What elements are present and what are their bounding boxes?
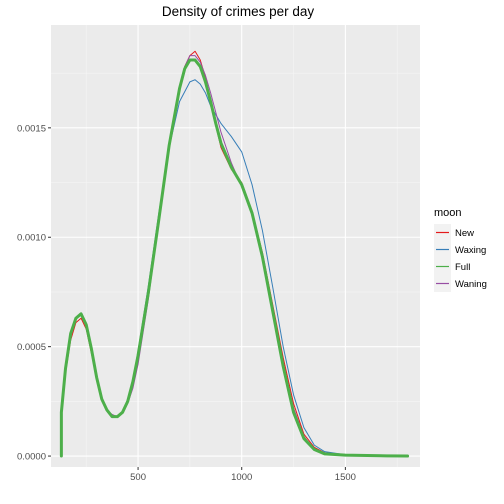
- y-tick-label: 0.0000: [17, 452, 46, 463]
- plot-panel: [51, 25, 420, 467]
- legend: moon New Waxing Full Waning: [434, 207, 487, 292]
- y-axis: 0.0000 0.0005 0.0010 0.0015: [17, 123, 51, 463]
- x-tick-label: 1000: [231, 472, 252, 483]
- legend-label-waxing: Waxing: [455, 245, 486, 256]
- legend-key-full: [434, 258, 451, 275]
- series-line-full: [59, 58, 410, 458]
- x-tick-label: 1500: [335, 472, 356, 483]
- legend-key-waxing: [434, 241, 451, 258]
- legend-label-waning: Waning: [455, 279, 487, 290]
- grid-minor-lines: [51, 25, 420, 467]
- legend-label-new: New: [455, 228, 474, 239]
- y-tick-label: 0.0015: [17, 123, 46, 134]
- legend-key-waning: [434, 275, 451, 292]
- y-tick-label: 0.0010: [17, 233, 46, 244]
- x-tick-label: 500: [130, 472, 146, 483]
- y-tick-label: 0.0005: [17, 342, 46, 353]
- legend-key-new: [434, 224, 451, 241]
- legend-title: moon: [434, 207, 462, 219]
- x-axis: 500 1000 1500: [130, 467, 356, 483]
- legend-label-full: Full: [455, 262, 470, 273]
- chart-title: Density of crimes per day: [162, 4, 315, 19]
- density-series: [59, 50, 410, 458]
